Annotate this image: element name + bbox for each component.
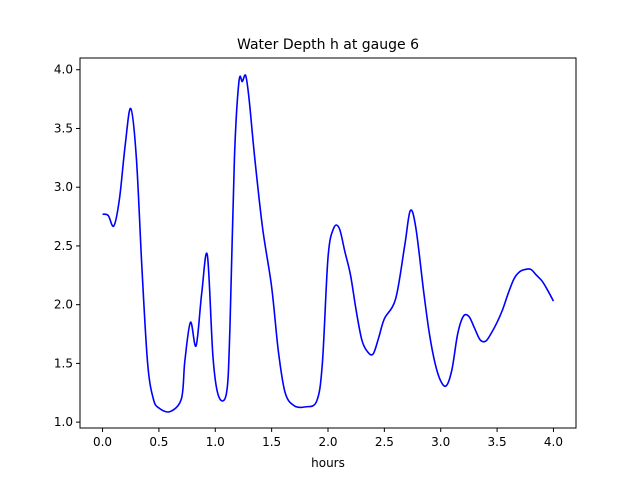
chart-title: Water Depth h at gauge 6	[237, 37, 419, 53]
x-tick-label: 3.0	[431, 435, 450, 449]
x-tick-label: 1.5	[262, 435, 281, 449]
y-tick-label: 3.5	[54, 121, 73, 135]
y-tick-label: 1.5	[54, 356, 73, 370]
y-tick-label: 1.0	[54, 415, 73, 429]
x-tick-label: 0.5	[149, 435, 168, 449]
y-tick-label: 3.0	[54, 180, 73, 194]
x-tick-label: 2.5	[375, 435, 394, 449]
y-tick-label: 2.5	[54, 239, 73, 253]
ticks: 0.0 0.5 1.0 1.5 2.0 2.5 3.0 3.5 4.0 1.0 1.5 2.0 2.5 3…	[54, 63, 563, 449]
plot-area	[102, 74, 555, 413]
y-tick-label: 2.0	[54, 298, 73, 312]
axes-frame	[79, 57, 577, 429]
x-tick-label: 4.0	[544, 435, 563, 449]
series-line	[102, 74, 555, 413]
y-tick-label: 4.0	[54, 63, 73, 77]
x-axis-label: hours	[311, 456, 345, 470]
x-tick-label: 1.0	[206, 435, 225, 449]
x-tick-label: 0.0	[93, 435, 112, 449]
x-tick-label: 3.5	[488, 435, 507, 449]
x-tick-label: 2.0	[318, 435, 337, 449]
